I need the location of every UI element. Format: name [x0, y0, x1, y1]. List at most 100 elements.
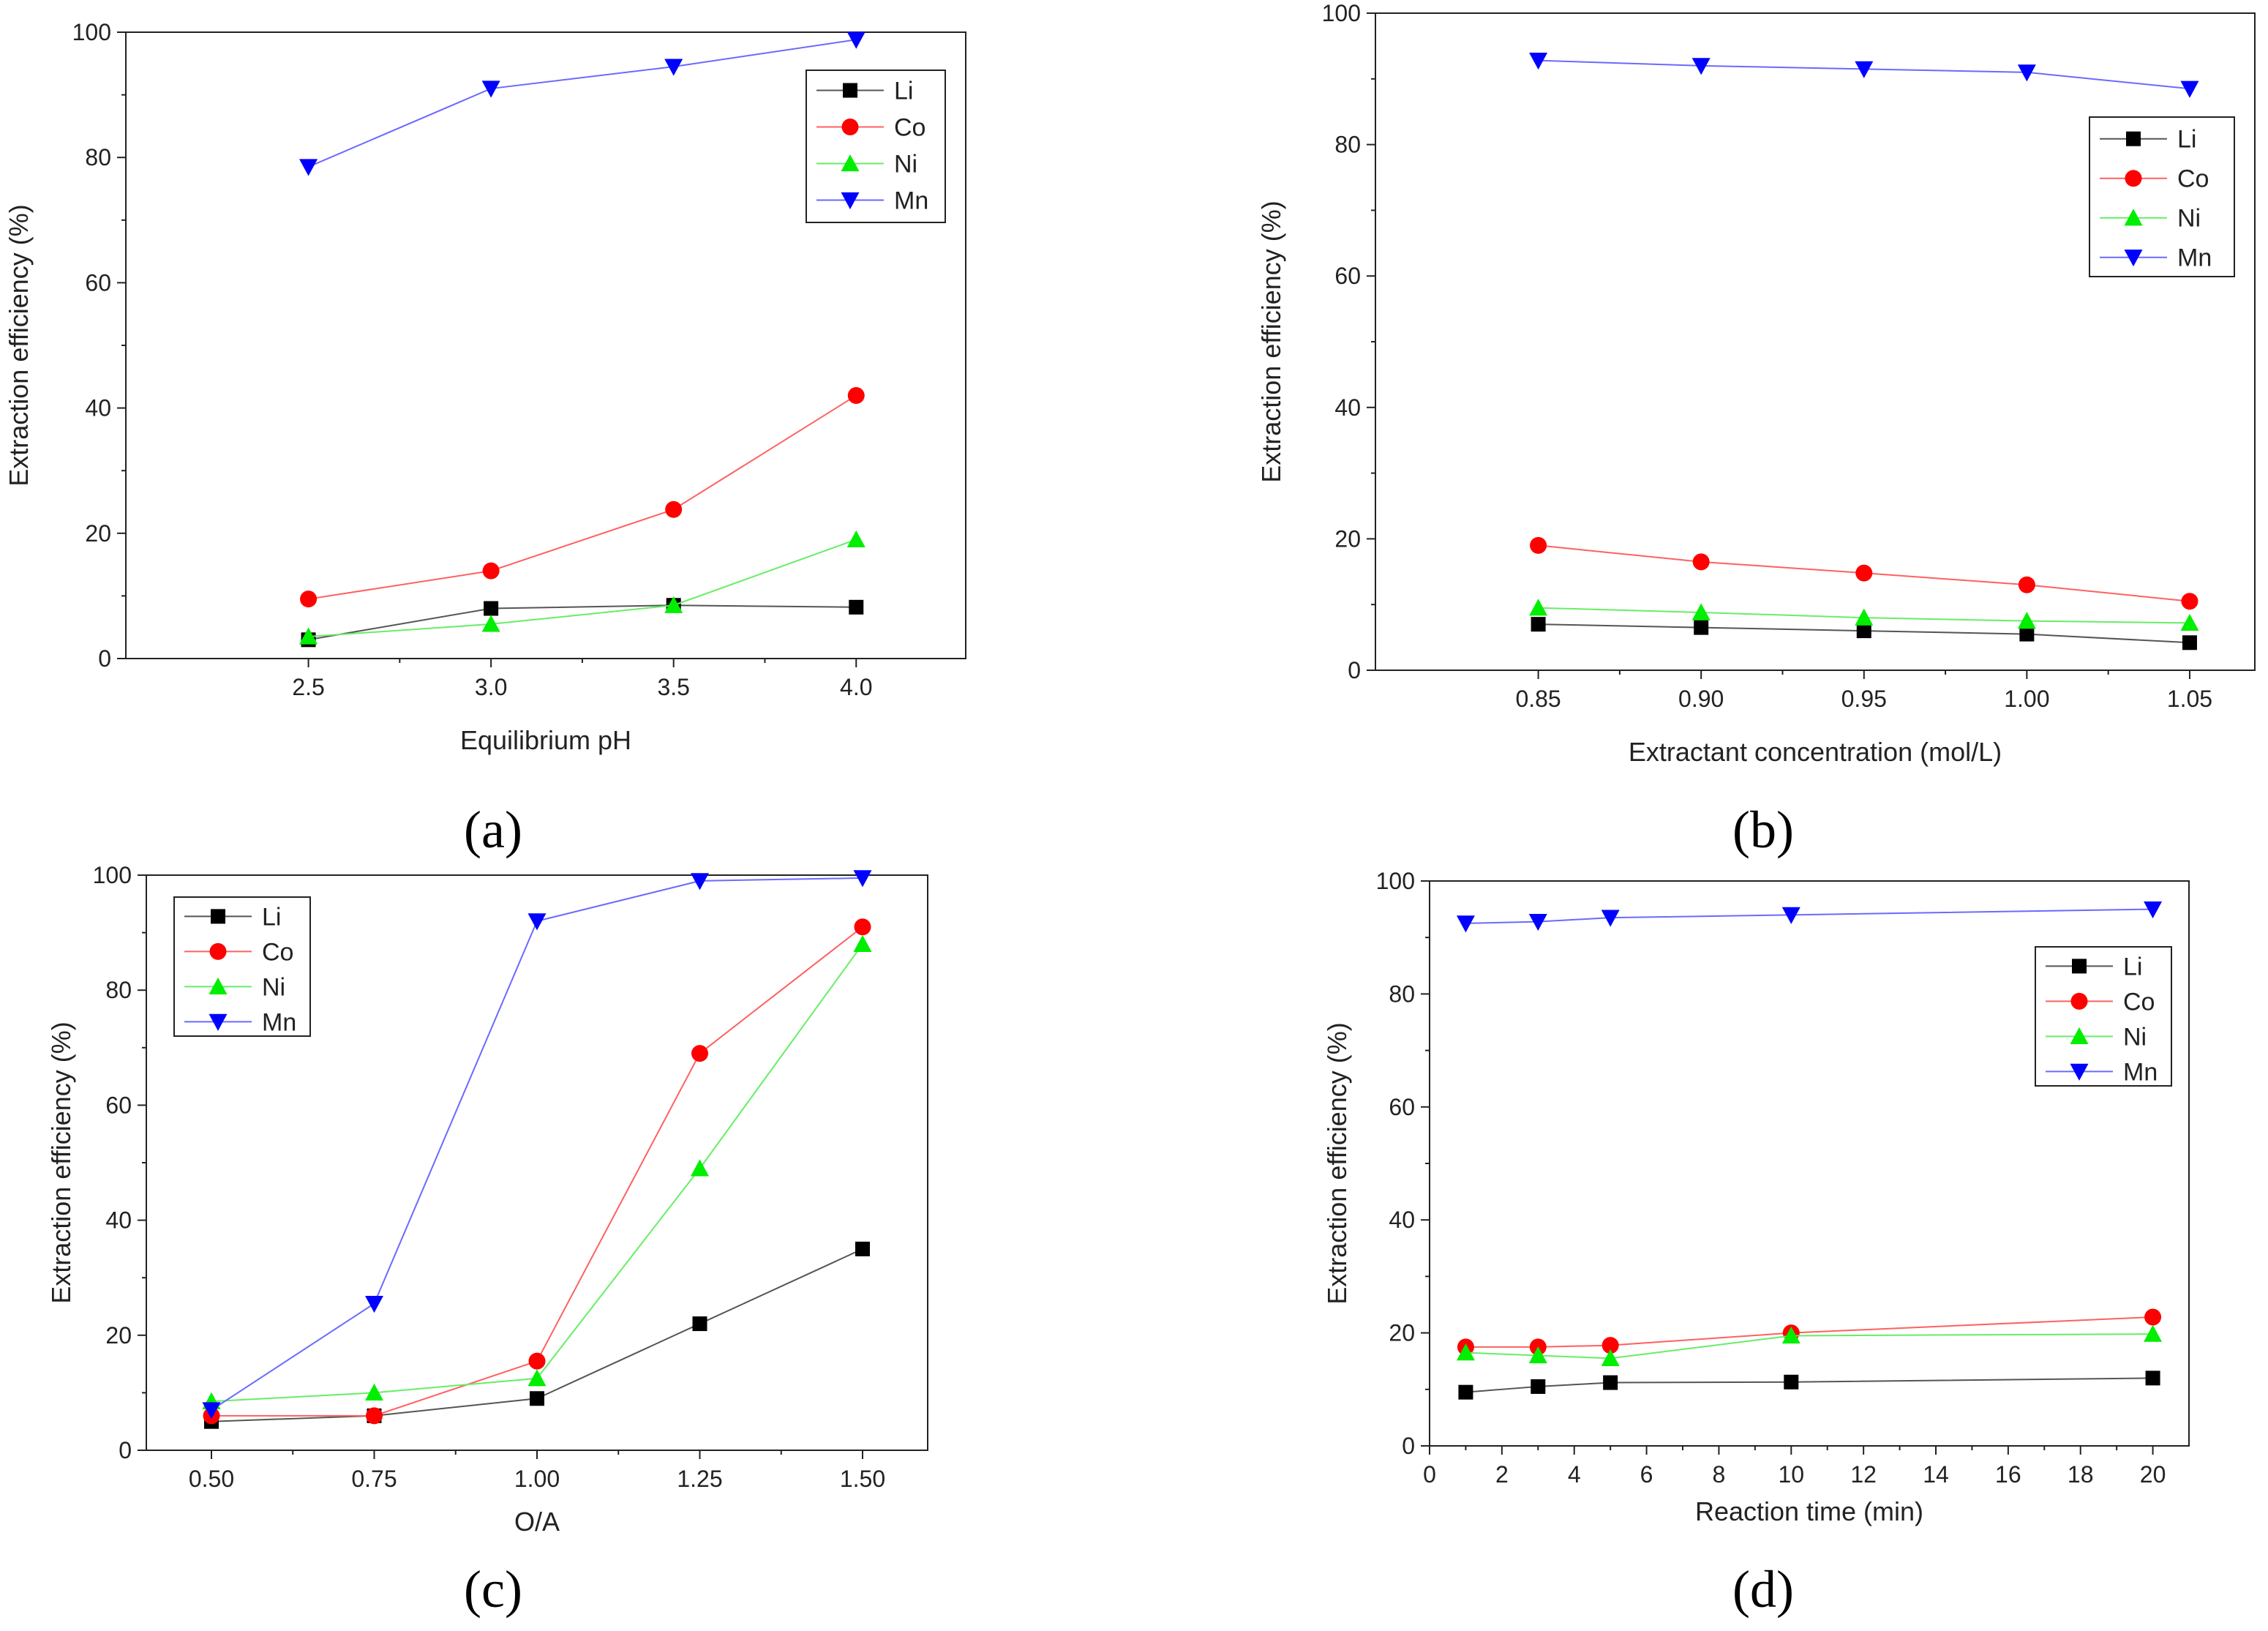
data-point-mn	[527, 913, 547, 931]
y-tick-label: 40	[85, 395, 111, 421]
data-point-ni	[2144, 1324, 2163, 1342]
data-point-mn	[1855, 61, 1874, 78]
data-point-co	[2144, 1308, 2162, 1326]
data-point-co	[482, 562, 500, 580]
data-point-li	[1603, 1375, 1618, 1390]
y-tick-label: 80	[1389, 981, 1415, 1007]
legend-box	[2035, 946, 2172, 1087]
data-point-mn	[481, 80, 500, 98]
x-tick-label: 2	[1495, 1461, 1509, 1488]
data-point-mn	[2017, 64, 2036, 82]
data-point-li	[2182, 635, 2197, 650]
x-tick-label: 3.0	[475, 674, 507, 700]
x-tick-label: 1.00	[2004, 686, 2049, 712]
chart-panel-2: 0 20 40 60 80 100 0.85 0.90 0.95 1.00 1.05 Extracta…	[1256, 0, 2256, 859]
legend-marker-co	[841, 119, 859, 135]
legend-box	[173, 896, 311, 1037]
legend-marker-ni	[841, 154, 860, 172]
data-point-co	[665, 500, 683, 518]
y-tick-label: 20	[1389, 1320, 1415, 1346]
data-point-mn	[1601, 910, 1620, 927]
x-tick-label: 12	[1850, 1461, 1877, 1488]
panel-label: (c)	[464, 1560, 522, 1619]
series-mn	[1456, 901, 2163, 933]
data-point-ni	[365, 1383, 383, 1401]
chart-panel-4: 0 20 40 60 80 100 0 2 4 6 8 10 12 14 16 18 20 Reaction ti…	[1322, 868, 2190, 1619]
data-point-mn	[846, 31, 865, 49]
data-point-co	[1530, 536, 1547, 554]
data-point-mn	[299, 159, 318, 176]
series-ni	[1456, 1324, 2163, 1366]
data-point-co	[2181, 593, 2198, 610]
x-tick-label: 0	[1423, 1461, 1436, 1488]
data-point-ni	[1601, 1349, 1620, 1366]
x-tick-label: 0.95	[1841, 686, 1887, 712]
data-point-li	[1531, 1379, 1546, 1394]
series-li	[1458, 1371, 2160, 1400]
legend-label-li: Li	[894, 78, 913, 105]
legend: Li Co Ni Mn	[806, 70, 946, 223]
panel-label: (d)	[1732, 1560, 1794, 1619]
legend-label-mn: Mn	[2177, 244, 2212, 272]
data-point-li	[1694, 620, 1709, 635]
legend-marker-ni	[2124, 209, 2143, 226]
data-point-li	[2019, 626, 2035, 642]
legend-label-co: Co	[894, 114, 925, 142]
x-tick-label: 1.50	[840, 1466, 885, 1492]
data-point-ni	[2017, 612, 2036, 629]
legend: Li Co Ni Mn	[173, 896, 311, 1037]
y-tick-label: 60	[105, 1092, 132, 1118]
data-point-ni	[1691, 603, 1711, 620]
data-point-ni	[1529, 599, 1548, 616]
data-point-li	[1784, 1374, 1799, 1390]
series-ni	[299, 530, 865, 645]
legend-label-ni: Ni	[894, 151, 917, 179]
y-tick-label: 0	[1348, 657, 1361, 683]
x-tick-label: 20	[2140, 1461, 2166, 1488]
legend-label-mn: Mn	[894, 187, 928, 215]
x-axis-label: Reaction time (min)	[1695, 1496, 1923, 1526]
legend-box	[806, 70, 946, 223]
data-point-ni	[2180, 613, 2199, 631]
legend-label-ni: Ni	[2123, 1023, 2147, 1051]
x-axis-label: Equilibrium pH	[460, 725, 631, 755]
legend-label-ni: Ni	[262, 973, 285, 1001]
series-mn	[1529, 53, 2199, 98]
y-tick-label: 0	[1402, 1433, 1415, 1459]
data-point-co	[847, 386, 865, 404]
series-co	[300, 386, 865, 608]
legend-marker-li	[211, 909, 225, 924]
series-co	[1530, 536, 2198, 610]
data-point-mn	[365, 1295, 383, 1313]
series-ni	[202, 934, 872, 1409]
data-point-co	[366, 1407, 383, 1425]
x-axis-label: O/A	[514, 1507, 560, 1537]
x-tick-label: 4.0	[840, 674, 872, 700]
x-tick-label: 1.05	[2167, 686, 2212, 712]
data-point-mn	[1529, 53, 1548, 70]
data-point-mn	[2144, 901, 2163, 919]
y-tick-label: 60	[1389, 1094, 1415, 1120]
y-axis-label: Extraction efficiency (%)	[1256, 200, 1286, 482]
legend-box	[2089, 116, 2235, 277]
plot-frame	[1375, 12, 2256, 671]
legend-marker-mn	[841, 192, 860, 209]
data-point-li	[2145, 1371, 2160, 1386]
y-tick-label: 60	[1334, 263, 1361, 289]
chart-panel-1: 0 20 40 60 80 100 2.5 3.0 3.5 4.0 Equilibrium pH Ex…	[4, 19, 966, 859]
y-axis-label: Extraction efficiency (%)	[46, 1021, 76, 1303]
y-axis-label: Extraction efficiency (%)	[1322, 1022, 1352, 1304]
data-point-ni	[846, 530, 865, 547]
x-tick-label: 0.75	[351, 1466, 397, 1492]
data-point-co	[691, 1045, 708, 1062]
data-point-li	[692, 1316, 707, 1332]
series-li	[301, 598, 864, 648]
panel-label: (b)	[1732, 800, 1794, 859]
series-line-mn	[1465, 908, 2153, 924]
x-tick-label: 16	[1995, 1461, 2021, 1488]
legend-marker-li	[2126, 131, 2141, 146]
y-tick-label: 80	[85, 144, 111, 170]
x-tick-label: 8	[1713, 1461, 1726, 1488]
x-tick-label: 18	[2068, 1461, 2094, 1488]
x-axis-label: Extractant concentration (mol/L)	[1629, 737, 2002, 767]
